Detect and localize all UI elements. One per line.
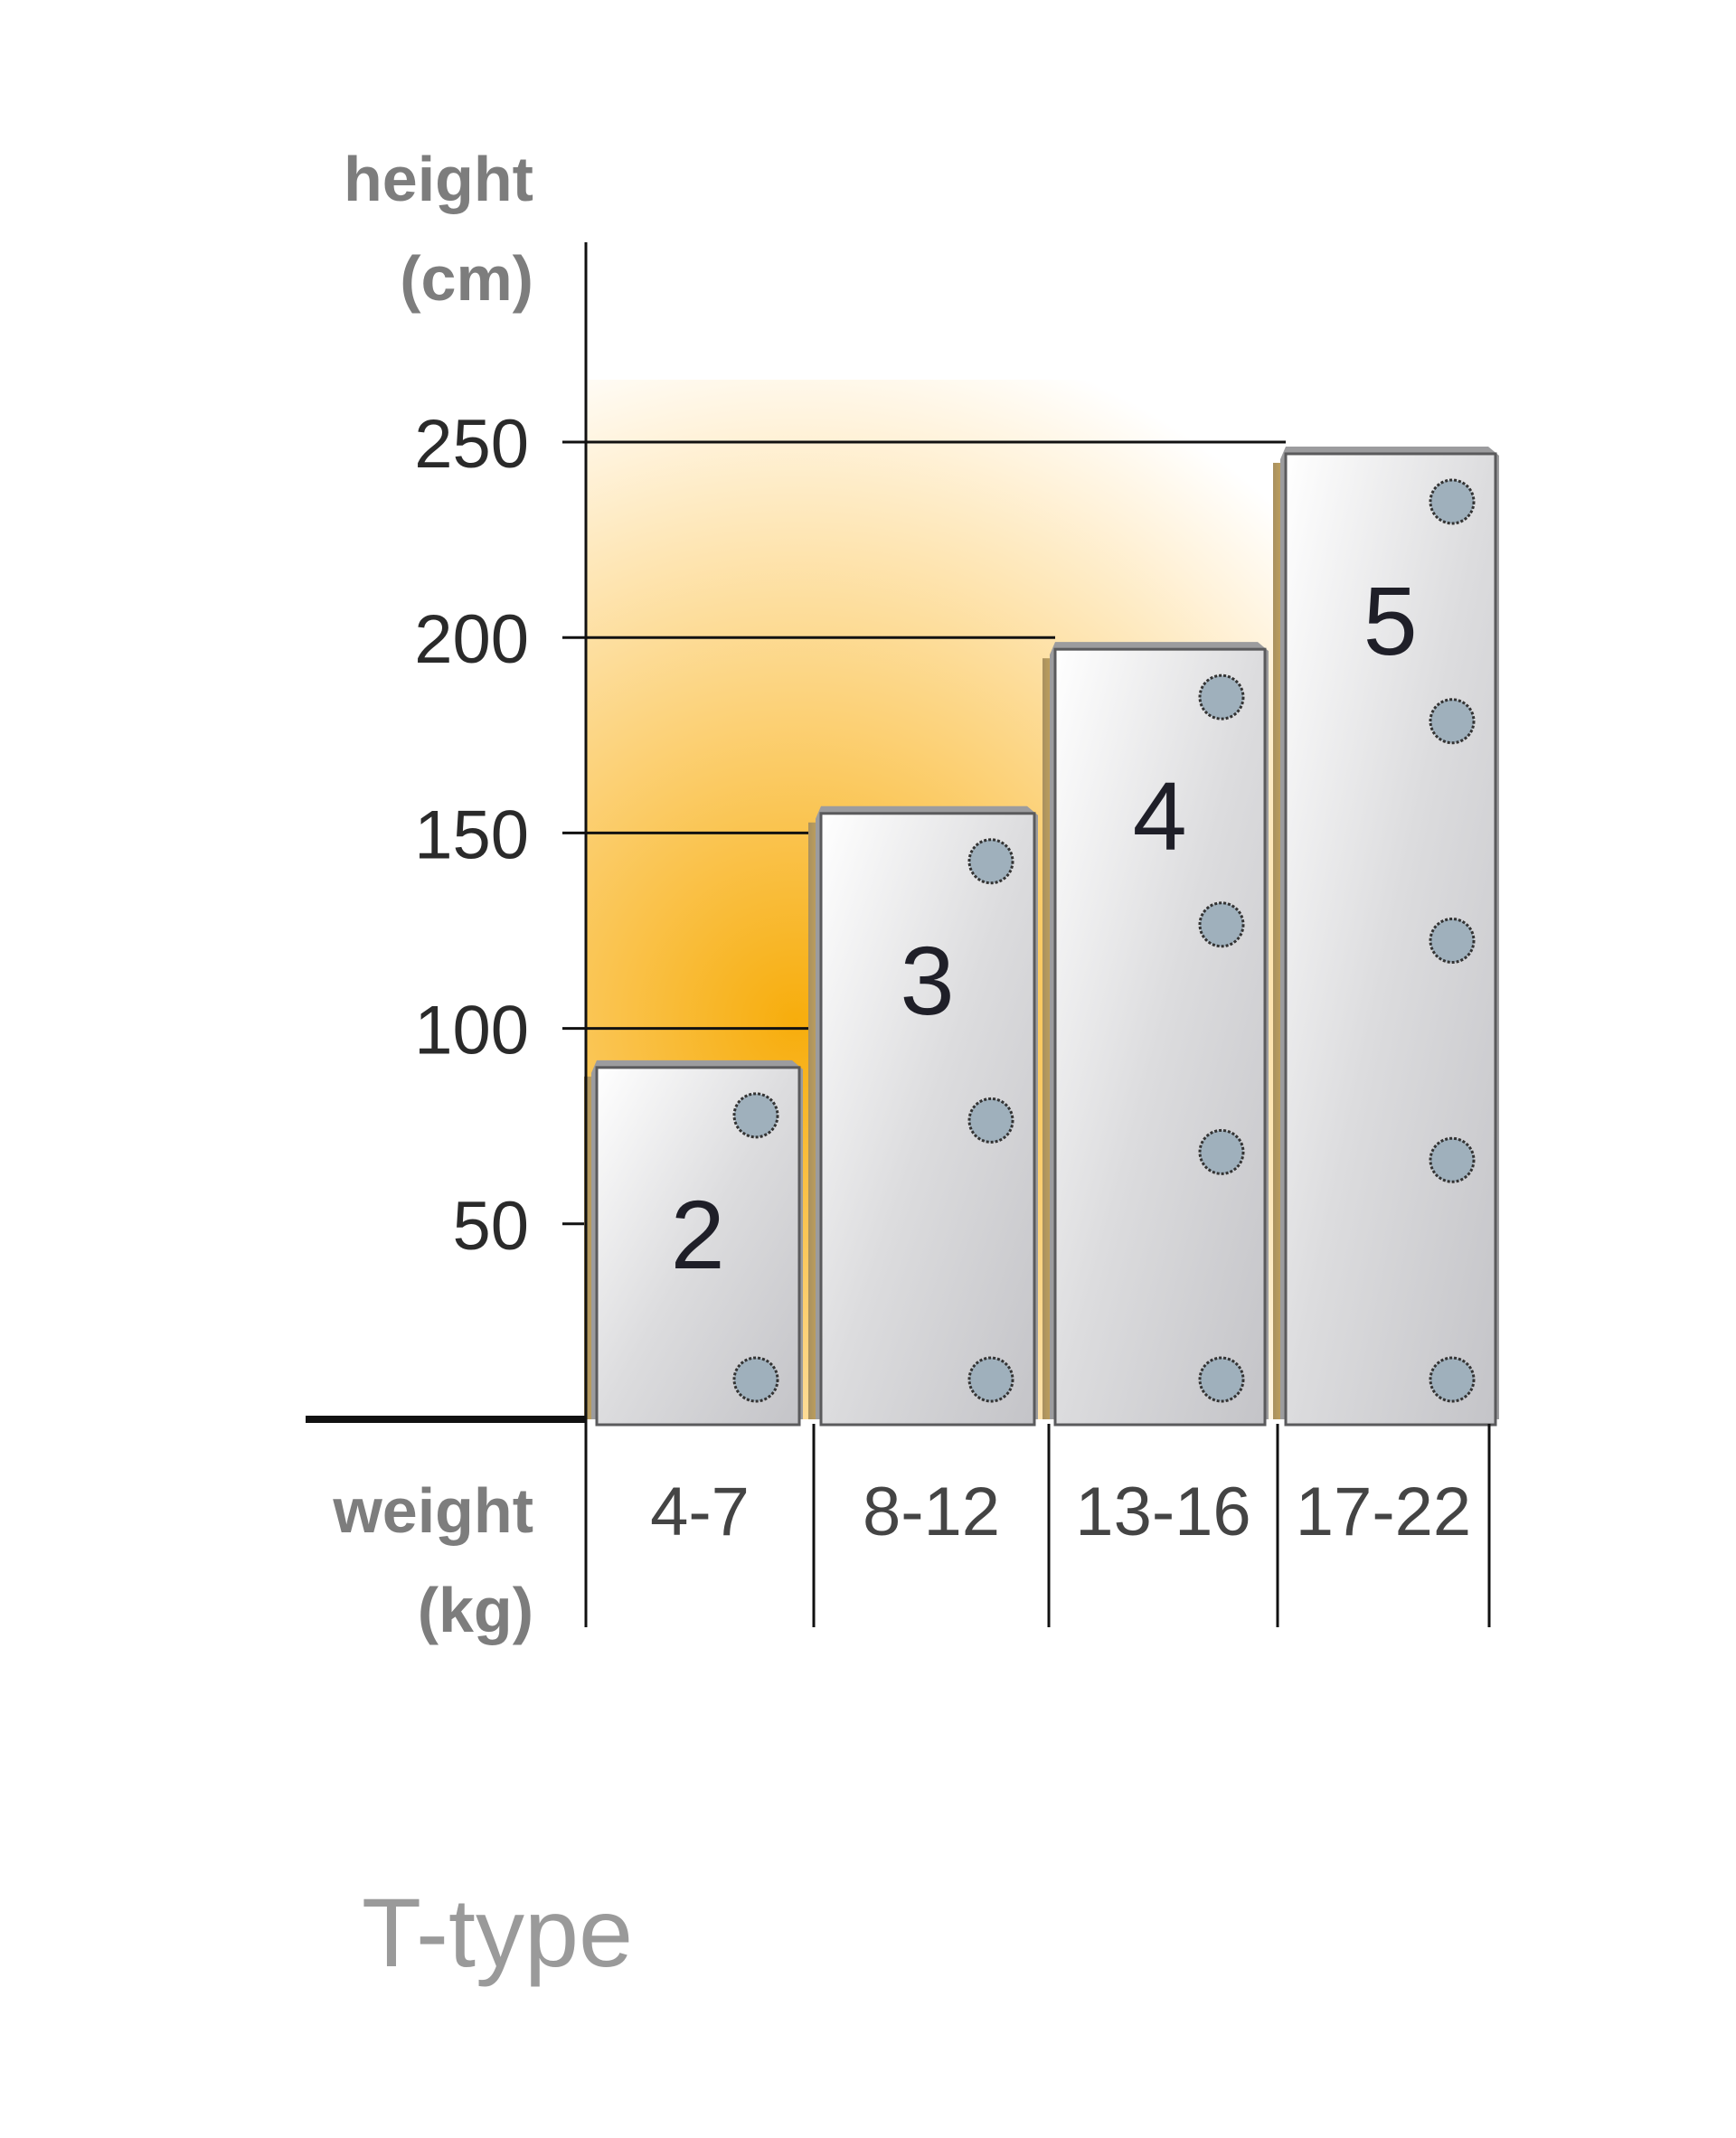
bar-dot [967, 1097, 1014, 1144]
caption: T-type [362, 1878, 633, 1987]
bar-label: 2 [671, 1180, 725, 1289]
y-tick-label: 200 [414, 601, 529, 678]
y-tick-label: 250 [414, 406, 529, 483]
bar-dot [732, 1092, 779, 1139]
bar-label: 3 [901, 926, 955, 1035]
y-axis-title-line1: height [344, 144, 533, 214]
y-tick-label: 150 [414, 796, 529, 873]
x-tick-label: 4-7 [650, 1474, 750, 1550]
bar-label: 4 [1133, 761, 1187, 871]
bar-dot [967, 1356, 1014, 1403]
bar-dot [1198, 673, 1245, 721]
bar-dot [1198, 901, 1245, 948]
bar-dot [1429, 1136, 1476, 1183]
x-tick-label: 13-16 [1075, 1474, 1250, 1550]
y-axis-title-line2: (cm) [400, 243, 533, 314]
x-axis-title-line2: (kg) [418, 1575, 533, 1645]
bar-dot [1429, 1356, 1476, 1403]
bar-dot [967, 838, 1014, 885]
bar [1053, 647, 1267, 1427]
y-tick-label: 100 [414, 993, 529, 1069]
x-tick-label: 8-12 [863, 1474, 1000, 1550]
bar-dot [1429, 698, 1476, 745]
bar-dot [1198, 1356, 1245, 1403]
bar-dot [732, 1356, 779, 1403]
bar-dot [1429, 478, 1476, 525]
bar-dot [1429, 917, 1476, 964]
bar-label: 5 [1363, 566, 1418, 675]
bar-dot [1198, 1128, 1245, 1175]
y-tick-label: 50 [452, 1188, 529, 1265]
x-axis-title-line1: weight [332, 1475, 533, 1546]
x-tick-label: 17-22 [1296, 1474, 1471, 1550]
